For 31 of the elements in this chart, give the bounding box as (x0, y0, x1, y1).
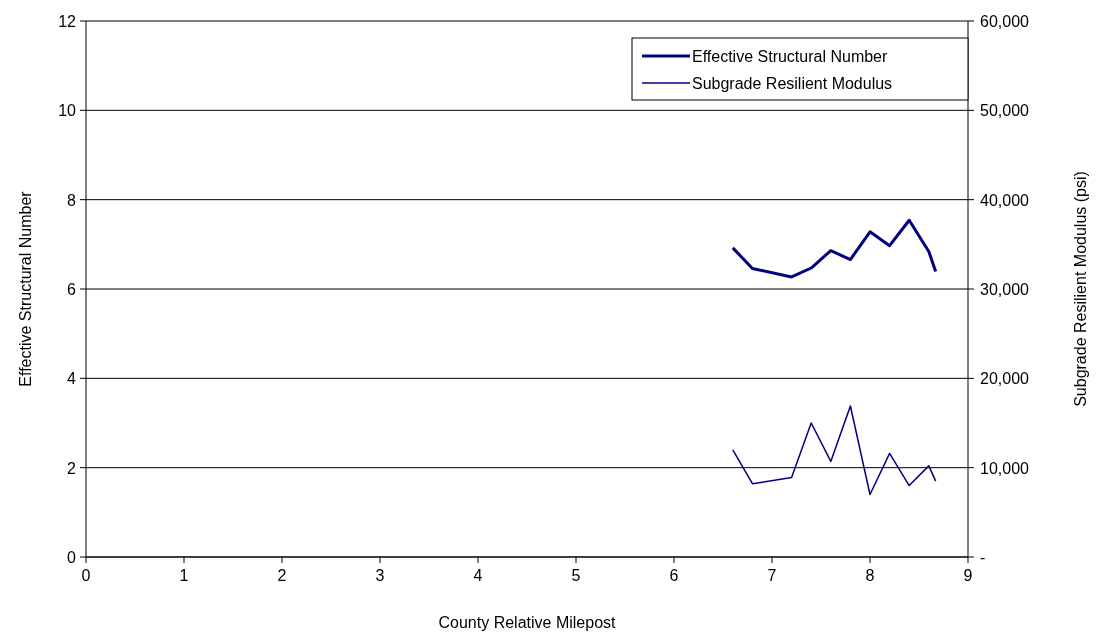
y2-tick-label: 40,000 (980, 191, 1030, 209)
x-tick-label: 4 (473, 567, 483, 584)
legend-label: Effective Structural Number (692, 48, 889, 65)
y-tick-label: 8 (67, 191, 77, 209)
y-tick-label: 12 (58, 13, 77, 30)
legend-label: Subgrade Resilient Modulus (692, 75, 893, 92)
x-tick-label: 3 (375, 567, 385, 584)
y-tick-label: 0 (67, 549, 77, 566)
y-tick-label: 4 (67, 370, 77, 388)
y2-axis-title: Subgrade Resilient Modulus (psi) (1072, 171, 1089, 407)
line-series (732, 405, 937, 496)
x-tick-label: 7 (767, 567, 777, 584)
y2-tick-label: - (980, 549, 986, 566)
y2-tick-label: 20,000 (980, 370, 1030, 388)
x-tick-label: 8 (865, 567, 875, 584)
x-tick-label: 5 (571, 567, 581, 584)
x-tick-label: 9 (963, 567, 973, 584)
y2-tick-label: 60,000 (980, 13, 1030, 30)
x-tick-label: 6 (669, 567, 679, 584)
y-axis-title: Effective Structural Number (17, 190, 34, 387)
y2-tick-label: 30,000 (980, 281, 1030, 298)
x-axis-title: County Relative Milepost (438, 614, 617, 631)
y-tick-label: 10 (58, 102, 77, 120)
y-tick-label: 6 (67, 281, 77, 298)
y-tick-label: 2 (67, 459, 77, 477)
y2-tick-label: 10,000 (980, 459, 1030, 477)
y2-tick-label: 50,000 (980, 102, 1030, 120)
x-tick-label: 2 (277, 567, 287, 584)
line-series (731, 218, 938, 279)
x-tick-label: 1 (179, 567, 189, 584)
x-tick-label: 0 (81, 567, 91, 584)
